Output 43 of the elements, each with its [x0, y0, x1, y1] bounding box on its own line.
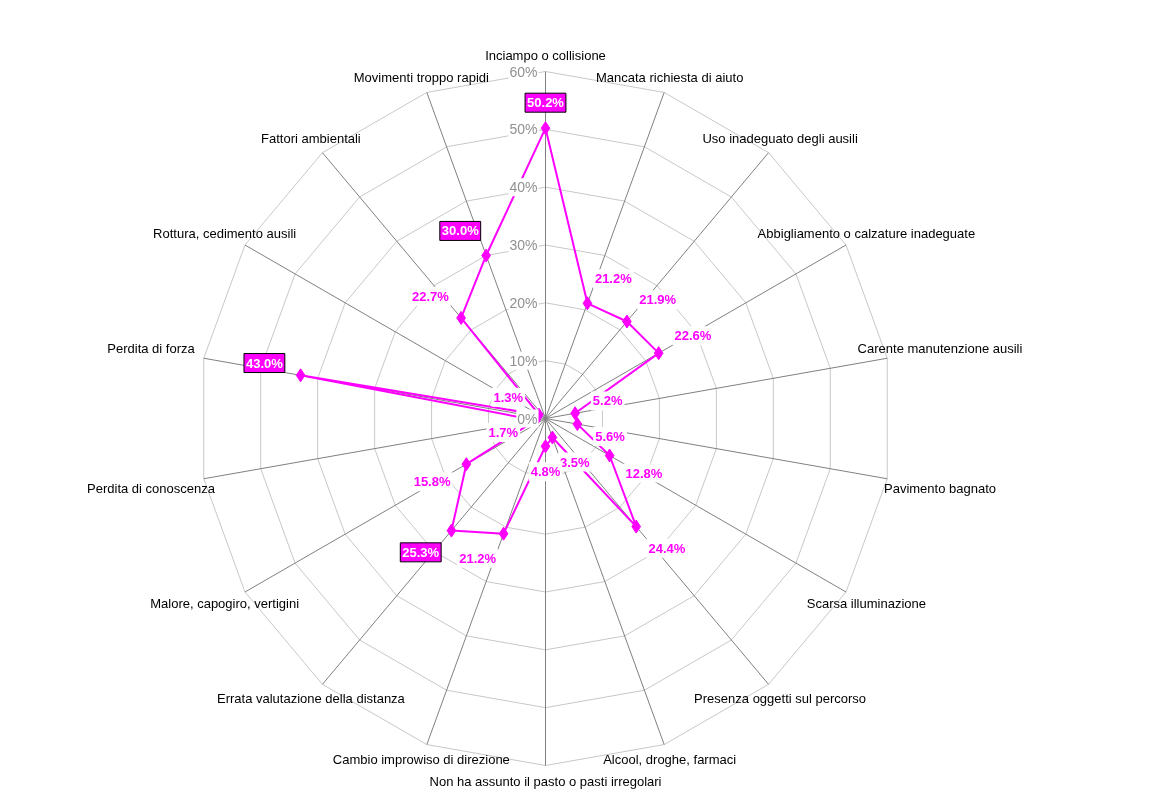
data-label: 5.6% — [595, 428, 626, 444]
data-label: 12.8% — [625, 465, 663, 481]
spoke-label: Mancata richiesta di aiuto — [595, 69, 744, 85]
spoke-label: Errata valutazione della distanza — [216, 690, 406, 706]
data-label: 3.5% — [559, 454, 590, 470]
spoke-label: Pavimento bagnato — [883, 480, 997, 496]
spoke-label: Uso inadeguato degli ausili — [702, 131, 858, 147]
spoke-label: Non ha assunto il pasto o pasti irregolari — [429, 773, 662, 789]
data-label: 4.8% — [530, 464, 561, 480]
spoke-label: Rottura, cedimento ausili — [153, 225, 297, 241]
spoke-label: Malore, capogiro, vertigini — [150, 596, 300, 612]
y-tick-label: 0% — [517, 410, 538, 427]
data-label: 22.7% — [411, 288, 450, 304]
data-label: 22.6% — [674, 328, 712, 344]
data-label: 21.2% — [594, 271, 633, 287]
y-tick-label: 40% — [509, 179, 538, 196]
spoke-label: Carente manutenzione ausili — [857, 341, 1023, 357]
spoke-label: Alcool, droghe, farmaci — [603, 752, 737, 768]
spoke-label: Inciampo o collisione — [485, 48, 606, 64]
data-label: 24.4% — [648, 540, 686, 556]
spoke-label: Abbigliamento o calzature inadeguate — [757, 225, 976, 241]
spoke-label: Perdita di forza — [107, 341, 196, 357]
data-label: 5.2% — [592, 393, 623, 409]
y-tick-label: 20% — [509, 294, 538, 311]
data-label: 1.7% — [488, 424, 519, 440]
spoke-label: Movimenti troppo rapidi — [353, 69, 490, 85]
y-tick-label: 30% — [509, 237, 538, 253]
data-label: 15.8% — [413, 474, 451, 490]
spoke-label: Perdita di conoscenza — [87, 480, 216, 496]
spoke-label: Cambio improwiso di direzione — [332, 752, 510, 768]
data-label: 50.2% — [527, 95, 565, 111]
data-label: 21.9% — [639, 292, 677, 308]
spoke-label: Presenza oggetti sul percorso — [694, 690, 867, 706]
data-label: 30.0% — [441, 223, 480, 239]
spoke-label: Scarsa illuminazione — [806, 596, 926, 612]
data-label: 1.3% — [493, 389, 524, 405]
y-tick-label: 10% — [509, 352, 538, 369]
data-label: 25.3% — [402, 544, 440, 560]
y-tick-label: 60% — [509, 63, 538, 80]
data-label: 43.0% — [245, 355, 284, 371]
y-tick-label: 50% — [509, 121, 538, 138]
spoke-label: Fattori ambientali — [261, 131, 361, 147]
data-label: 21.2% — [459, 550, 497, 566]
